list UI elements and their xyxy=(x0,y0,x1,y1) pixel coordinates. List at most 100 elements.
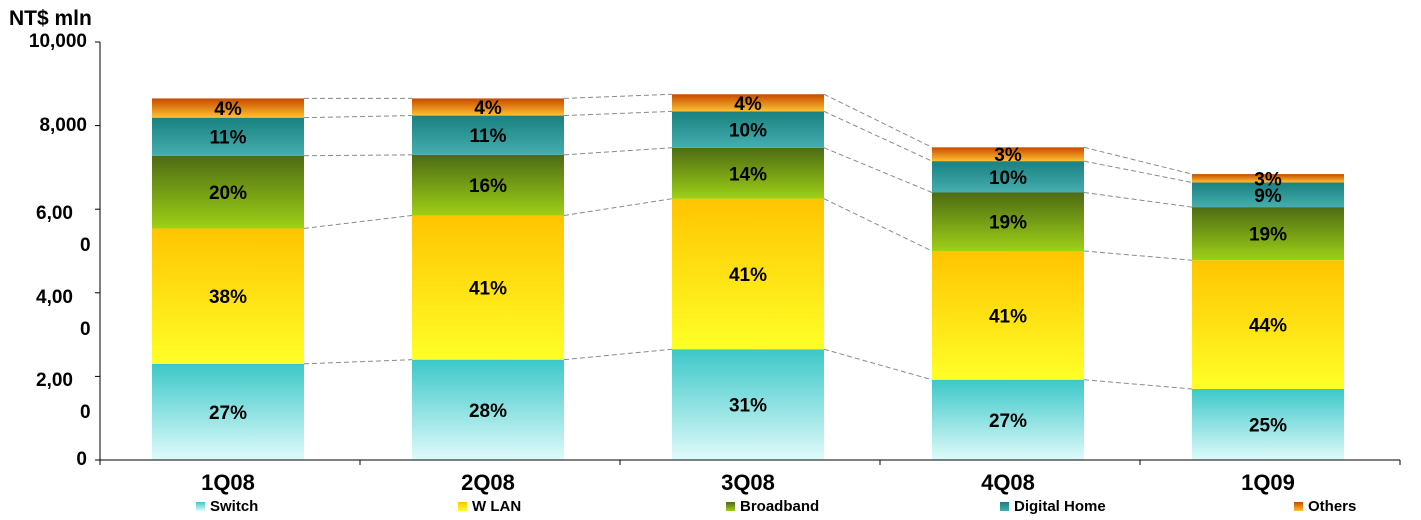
bar-segment xyxy=(672,94,824,112)
bar-segment xyxy=(412,215,564,360)
bar-segment xyxy=(152,363,304,460)
unit-label: NT$ mln xyxy=(9,7,92,30)
bar-segment xyxy=(1192,260,1344,389)
segment-percent-label: 28% xyxy=(469,401,507,422)
segment-percent-label: 3% xyxy=(1254,169,1282,190)
connector-line xyxy=(823,348,933,381)
segment-percent-label: 16% xyxy=(469,176,507,197)
axes: 1Q08 2Q08 3Q08 4Q08 1Q09 xyxy=(95,41,1401,495)
connector-line xyxy=(563,198,673,216)
legend-label: W LAN xyxy=(472,498,522,515)
segment-percent-label: 4% xyxy=(474,98,502,119)
segment-percent-label: 38% xyxy=(209,287,247,308)
bar-segment xyxy=(932,147,1084,162)
segment-percent-label: 10% xyxy=(989,168,1027,189)
segment-percent-label: 44% xyxy=(1249,316,1287,337)
connector-line xyxy=(1083,160,1193,183)
legend: Switch W LAN Broadband Digital Home Others xyxy=(0,498,1421,518)
bar-segment xyxy=(1192,207,1344,261)
bar-segment xyxy=(412,115,564,155)
segment-percent-label: 19% xyxy=(1249,225,1287,246)
bar-segment xyxy=(932,379,1084,460)
segment-percent-label: 41% xyxy=(729,265,767,286)
connector-line xyxy=(563,147,673,156)
bar-segment xyxy=(152,155,304,229)
connector-line xyxy=(563,348,673,361)
connector-line xyxy=(1083,250,1193,261)
legend-label: Digital Home xyxy=(1014,498,1106,515)
segment-percent-label: 19% xyxy=(989,213,1027,234)
connector-line xyxy=(303,115,413,119)
legend-item: W LAN xyxy=(458,498,521,515)
x-tick-label: 2Q08 xyxy=(461,470,515,495)
segment-percent-label: 14% xyxy=(729,164,767,185)
segment-percent-label: 31% xyxy=(729,396,767,417)
segment-percent-label: 41% xyxy=(989,306,1027,327)
connector-lines xyxy=(303,93,1193,390)
bar-segment xyxy=(932,192,1084,251)
legend-label: Broadband xyxy=(740,498,820,515)
legend-swatch xyxy=(196,502,205,511)
bar-segment xyxy=(672,111,824,148)
bar-segment xyxy=(152,228,304,364)
bar-segment xyxy=(932,251,1084,380)
segment-percent-label: 4% xyxy=(214,99,242,120)
x-tick-label: 4Q08 xyxy=(981,470,1035,495)
bar-segment xyxy=(152,117,304,156)
connector-line xyxy=(1083,191,1193,208)
x-tick-label: 1Q09 xyxy=(1241,470,1295,495)
bar-segment xyxy=(412,359,564,460)
segment-percent-label: 4% xyxy=(734,94,762,115)
legend-item: Broadband xyxy=(726,498,819,515)
segment-percent-label: 41% xyxy=(469,279,507,300)
segment-percent-label: 3% xyxy=(994,145,1022,166)
bar-segment xyxy=(1192,182,1344,208)
connector-line xyxy=(1083,146,1193,175)
legend-swatch xyxy=(458,502,467,511)
connector-line xyxy=(823,110,933,162)
segment-percent-label: 10% xyxy=(729,121,767,142)
y-tick-label: 0 xyxy=(76,449,87,470)
y-tick-label: 10,000 xyxy=(28,31,87,52)
bar-segment xyxy=(1192,388,1344,460)
bar-segment xyxy=(412,98,564,116)
connector-line xyxy=(823,93,933,148)
segment-percent-label: 27% xyxy=(209,403,247,424)
legend-swatch xyxy=(726,502,735,511)
connector-line xyxy=(303,359,413,365)
segment-labels: 27% 38% 20% 11% 4% 28% 41% 16% 11% 4% 31% 41% 14% 10%… xyxy=(209,94,1287,437)
y-tick-label: 4,00 0 xyxy=(36,286,91,340)
bar-segment xyxy=(672,349,824,460)
legend-label: Switch xyxy=(210,498,259,515)
bar-segment xyxy=(152,98,304,118)
y-tick-label: 6,00 0 xyxy=(36,203,91,257)
connector-line xyxy=(563,93,673,99)
connector-line xyxy=(563,110,673,117)
bar-segment xyxy=(672,198,824,350)
bar-segment xyxy=(412,154,564,216)
segment-percent-label: 9% xyxy=(1254,186,1282,207)
connector-line xyxy=(823,147,933,193)
connector-line xyxy=(823,198,933,252)
bar-segment xyxy=(672,147,824,199)
bar-segment xyxy=(932,161,1084,193)
bars xyxy=(152,94,1344,460)
legend-swatch xyxy=(1000,502,1009,511)
legend-item: Others xyxy=(1294,498,1356,515)
legend-label: Others xyxy=(1308,498,1357,515)
connector-line xyxy=(303,214,413,229)
legend-item: Switch xyxy=(196,498,258,515)
y-tick-label: 2,00 0 xyxy=(36,370,91,424)
segment-percent-label: 27% xyxy=(989,411,1027,432)
segment-percent-label: 25% xyxy=(1249,415,1287,436)
segment-percent-label: 11% xyxy=(470,126,507,147)
legend-swatch xyxy=(1294,502,1303,511)
x-tick-label: 1Q08 xyxy=(201,470,255,495)
segment-percent-label: 11% xyxy=(210,128,247,149)
connector-line xyxy=(303,154,413,157)
segment-percent-label: 20% xyxy=(209,183,247,204)
y-tick-label: 8,000 xyxy=(39,114,87,136)
connector-line xyxy=(1083,379,1193,390)
legend-item: Digital Home xyxy=(1000,498,1106,515)
